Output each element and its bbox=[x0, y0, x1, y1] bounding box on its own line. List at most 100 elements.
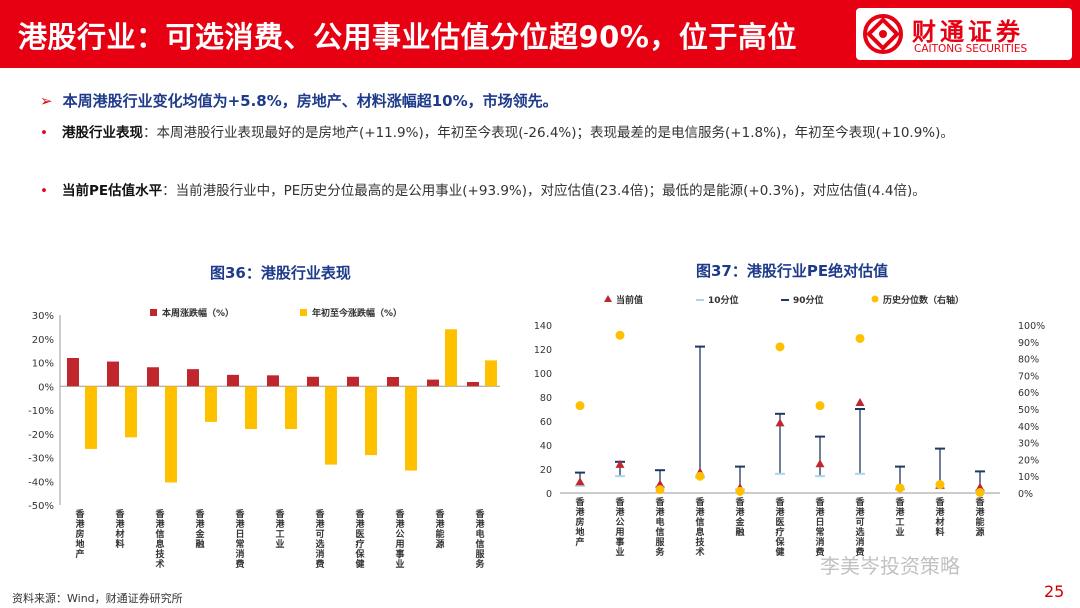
x-category-label: 香港公用事业 bbox=[394, 508, 405, 570]
logo-mark-icon bbox=[863, 14, 903, 54]
x-category-label: 香港房地产 bbox=[74, 508, 85, 560]
legend-label: 10分位 bbox=[708, 294, 739, 306]
bar-ytd bbox=[325, 386, 337, 465]
x-category-label: 香港信息技术 bbox=[154, 508, 165, 570]
bar-ytd bbox=[245, 386, 257, 429]
y2-tick-label: 20% bbox=[1018, 455, 1039, 466]
bar-ytd bbox=[405, 386, 417, 471]
percentile-dot bbox=[815, 401, 825, 411]
bar-weekly bbox=[387, 376, 399, 387]
bullet-text: ：本周港股行业表现最好的是房地产(+11.9%)，年初至今表现(-26.4%)；… bbox=[143, 125, 954, 141]
bar-weekly bbox=[347, 376, 359, 387]
bar-ytd bbox=[485, 360, 497, 387]
legend-label: 年初至今涨跌幅（%） bbox=[312, 307, 402, 319]
arrow-icon: ➢ bbox=[40, 92, 53, 110]
y2-tick-label: 10% bbox=[1018, 472, 1039, 483]
bar-weekly bbox=[467, 381, 479, 387]
x-category-label: 香港材料 bbox=[934, 496, 945, 538]
legend-label: 历史分位数（右轴） bbox=[883, 294, 964, 306]
y-tick-label: -40% bbox=[28, 477, 54, 488]
x-category-label: 香港工业 bbox=[894, 496, 905, 538]
bar-weekly bbox=[427, 379, 439, 387]
bar-weekly bbox=[307, 376, 319, 387]
bar-ytd bbox=[85, 386, 97, 449]
lead-text: 本周港股行业变化均值为+5.8%，房地产、材料涨幅超10%，市场领先。 bbox=[62, 92, 558, 110]
bar-ytd bbox=[125, 386, 137, 438]
chart-industry-performance: 30% 20% 10% 0% -10% -20% -30% -40% -50% 香港房地产 香港材料… bbox=[28, 307, 500, 570]
bar-weekly bbox=[147, 367, 159, 387]
percentile-dot bbox=[655, 485, 665, 495]
y2-tick-label: 70% bbox=[1018, 371, 1039, 382]
y2-tick-label: 80% bbox=[1018, 355, 1039, 366]
legend-label: 本周涨跌幅（%） bbox=[162, 307, 234, 319]
x-category-label: 香港电信服务 bbox=[474, 508, 485, 570]
bar-ytd bbox=[285, 386, 297, 429]
logo-text-cn: 财通证券 bbox=[912, 18, 1024, 46]
x-category-label: 香港工业 bbox=[274, 508, 285, 550]
percentile-dot bbox=[575, 401, 585, 411]
bar-weekly bbox=[67, 357, 79, 387]
legend-swatch bbox=[150, 309, 157, 316]
bullet-label: 港股行业表现 bbox=[62, 125, 143, 141]
legend-label: 当前值 bbox=[616, 294, 643, 306]
bar-ytd bbox=[365, 386, 377, 456]
current-value-marker bbox=[615, 459, 625, 468]
bar-weekly bbox=[107, 361, 119, 387]
y2-tick-label: 0% bbox=[1018, 489, 1033, 500]
percentile-dot bbox=[695, 471, 705, 481]
y-tick-label: 100 bbox=[534, 369, 552, 380]
y-tick-label: 80 bbox=[540, 393, 552, 404]
source-note: 资料来源：Wind，财通证券研究所 bbox=[12, 592, 183, 605]
y-tick-label: 30% bbox=[32, 311, 54, 322]
x-category-label: 香港可选消费 bbox=[854, 496, 865, 558]
x-category-label: 香港房地产 bbox=[574, 496, 585, 548]
percentile-dot bbox=[895, 483, 905, 493]
x-category-label: 香港金融 bbox=[194, 508, 205, 550]
page-title: 港股行业：可选消费、公用事业估值分位超90%，位于高位 bbox=[18, 20, 797, 54]
x-category-label: 香港金融 bbox=[734, 496, 745, 538]
percentile-dot bbox=[775, 342, 785, 352]
x-category-label: 香港材料 bbox=[114, 508, 125, 550]
x-category-label: 香港可选消费 bbox=[314, 508, 325, 570]
bar-ytd bbox=[165, 386, 177, 483]
y-tick-label: 0% bbox=[38, 382, 54, 393]
y-tick-label: 40 bbox=[540, 441, 552, 452]
y-tick-label: 140 bbox=[534, 321, 552, 332]
bar-ytd bbox=[445, 329, 457, 387]
figure-36-title: 图36：港股行业表现 bbox=[210, 264, 351, 282]
y2-tick-label: 60% bbox=[1018, 388, 1039, 399]
y2-tick-label: 40% bbox=[1018, 422, 1039, 433]
x-category-label: 香港日常消费 bbox=[814, 496, 825, 558]
header-bar: 港股行业：可选消费、公用事业估值分位超90%，位于高位 财通证券 CAITONG… bbox=[0, 0, 1080, 68]
legend-swatch bbox=[604, 295, 612, 302]
x-category-label: 香港电信服务 bbox=[654, 496, 665, 558]
percentile-dot bbox=[975, 487, 985, 497]
percentile-dot bbox=[855, 333, 865, 343]
legend-swatch bbox=[300, 309, 307, 316]
y-tick-label: -20% bbox=[28, 430, 54, 441]
lead-summary: ➢ 本周港股行业变化均值为+5.8%，房地产、材料涨幅超10%，市场领先。 bbox=[40, 90, 558, 111]
company-logo: 财通证券 CAITONG SECURITIES bbox=[856, 8, 1072, 60]
watermark: 李美岑投资策略 bbox=[820, 554, 960, 578]
figure-37-title: 图37：港股行业PE绝对估值 bbox=[696, 262, 889, 280]
current-value-marker bbox=[775, 418, 785, 427]
bullet-text: ：当前港股行业中，PE历史分位最高的是公用事业(+93.9%)，对应估值(23.… bbox=[162, 183, 926, 199]
x-category-label: 香港公用事业 bbox=[614, 496, 625, 558]
legend-label: 90分位 bbox=[793, 294, 824, 306]
percentile-dot bbox=[935, 480, 945, 490]
bar-weekly bbox=[227, 374, 239, 387]
bar-ytd bbox=[205, 386, 217, 422]
current-value-marker bbox=[575, 477, 585, 486]
y-tick-label: 60 bbox=[540, 417, 552, 428]
x-category-label: 香港信息技术 bbox=[694, 496, 705, 558]
y-tick-label: 20 bbox=[540, 465, 552, 476]
bullet-dot-icon: • bbox=[40, 125, 48, 141]
current-value-marker bbox=[655, 479, 665, 488]
bar-weekly bbox=[187, 369, 199, 387]
bullet-dot-icon: • bbox=[40, 183, 48, 199]
y2-tick-label: 90% bbox=[1018, 338, 1039, 349]
legend-swatch bbox=[871, 295, 879, 303]
x-category-label: 香港日常消费 bbox=[234, 508, 245, 570]
percentile-dot bbox=[735, 486, 745, 496]
y-tick-label: 10% bbox=[32, 359, 54, 370]
